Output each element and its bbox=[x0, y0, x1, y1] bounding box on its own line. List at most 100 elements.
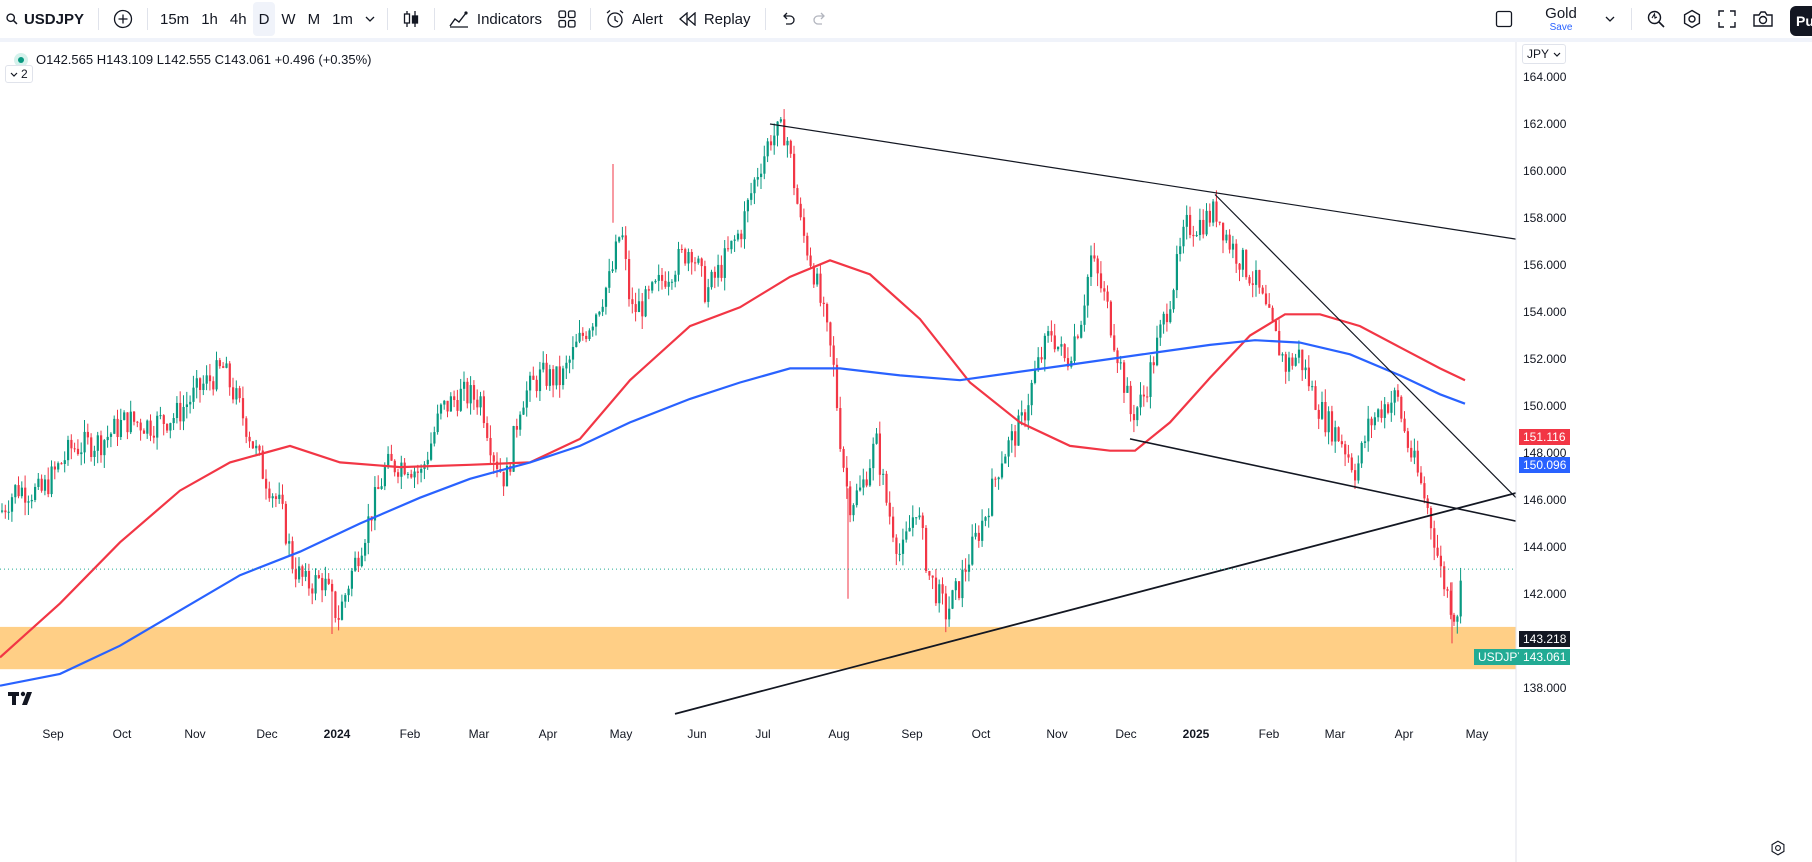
currency-selector[interactable]: JPY bbox=[1522, 44, 1566, 64]
tradingview-logo[interactable] bbox=[8, 690, 38, 711]
candle bbox=[10, 493, 14, 522]
timeframe-4h[interactable]: 4h bbox=[229, 10, 247, 28]
candle bbox=[136, 420, 139, 428]
candle-body bbox=[321, 577, 324, 591]
candle-body bbox=[868, 468, 872, 486]
timeframe-1h[interactable]: 1h bbox=[201, 10, 218, 28]
candle bbox=[139, 418, 142, 441]
alert-button[interactable]: Alert bbox=[597, 2, 671, 36]
candle-body bbox=[482, 396, 485, 424]
candle bbox=[133, 410, 136, 426]
trendline-upper[interactable] bbox=[769, 123, 1517, 240]
candle bbox=[832, 336, 835, 377]
indicators-collapse-button[interactable]: 2 bbox=[5, 65, 33, 83]
settings-button[interactable] bbox=[1674, 2, 1710, 36]
indicators-button[interactable]: Indicators bbox=[441, 2, 550, 36]
chart-settings-button[interactable] bbox=[1770, 840, 1786, 861]
candle bbox=[743, 201, 746, 249]
candle-body bbox=[1357, 463, 1360, 481]
candle-body bbox=[604, 287, 608, 307]
timeframe-dropdown[interactable] bbox=[359, 2, 381, 36]
snapshot-button[interactable] bbox=[1744, 2, 1782, 36]
candle-body bbox=[347, 588, 350, 596]
candle bbox=[1406, 427, 1409, 453]
candle-body bbox=[819, 273, 822, 303]
compare-button[interactable] bbox=[105, 2, 141, 36]
layout-select-button[interactable] bbox=[1487, 2, 1521, 36]
candle bbox=[822, 296, 825, 317]
price-tick-label: 160.000 bbox=[1523, 164, 1567, 178]
candle bbox=[1060, 336, 1063, 356]
candle bbox=[377, 475, 380, 490]
symbol-search-button[interactable]: USDJPY bbox=[0, 2, 92, 36]
candle-body bbox=[53, 466, 56, 470]
candle-body bbox=[436, 413, 439, 433]
candle bbox=[406, 472, 410, 479]
search-icon bbox=[6, 13, 18, 25]
time-tick-label: Sep bbox=[42, 727, 64, 741]
chart-type-button[interactable] bbox=[394, 2, 428, 36]
candle-body bbox=[298, 566, 301, 580]
layout-dropdown[interactable] bbox=[1601, 2, 1625, 36]
candle bbox=[618, 236, 621, 244]
trendline-middle[interactable] bbox=[1129, 438, 1517, 522]
candle-body bbox=[1231, 243, 1235, 250]
candle-body bbox=[235, 388, 238, 400]
candle-body bbox=[1014, 431, 1017, 446]
trendlines[interactable] bbox=[0, 123, 1517, 715]
candle bbox=[4, 504, 7, 519]
candle bbox=[842, 446, 845, 473]
layout-name-button[interactable]: Gold Save bbox=[1521, 2, 1601, 36]
timeframe-1m[interactable]: 1m bbox=[332, 10, 353, 28]
quick-search-icon bbox=[1647, 10, 1665, 28]
candle-body bbox=[575, 341, 578, 347]
candle bbox=[740, 229, 743, 248]
candle-body bbox=[123, 412, 126, 420]
candle-body bbox=[86, 431, 89, 438]
price-axis[interactable]: 164.000 162.000 160.000 158.000 156.000 154.0… bbox=[1515, 42, 1812, 862]
timeframe-15m[interactable]: 15m bbox=[160, 10, 190, 28]
candle bbox=[314, 568, 317, 601]
candle bbox=[1175, 245, 1178, 299]
fullscreen-button[interactable] bbox=[1710, 2, 1744, 36]
candle bbox=[208, 363, 212, 391]
price-chart[interactable]: 164.000 162.000 160.000 158.000 156.000 154.0… bbox=[0, 42, 1812, 862]
replay-button[interactable]: Replay bbox=[671, 2, 759, 36]
candle-body bbox=[126, 412, 129, 433]
candle bbox=[631, 287, 634, 314]
candle bbox=[271, 493, 274, 508]
candle bbox=[1314, 380, 1317, 411]
candle bbox=[14, 484, 17, 504]
redo-button[interactable] bbox=[804, 2, 836, 36]
templates-button[interactable] bbox=[550, 2, 584, 36]
toolbar-divider bbox=[589, 8, 591, 30]
candle bbox=[1030, 379, 1033, 416]
trendline-rising[interactable] bbox=[674, 492, 1517, 715]
candle bbox=[337, 605, 340, 631]
timeframe-d[interactable]: D bbox=[252, 2, 276, 36]
candle-body bbox=[238, 388, 241, 399]
quick-search-button[interactable] bbox=[1638, 2, 1674, 36]
candle-body bbox=[1106, 291, 1109, 302]
candle-body bbox=[1139, 394, 1142, 408]
undo-button[interactable] bbox=[772, 2, 804, 36]
candle bbox=[1007, 436, 1010, 467]
candle-body bbox=[515, 426, 518, 430]
candle bbox=[958, 580, 961, 601]
candle-body bbox=[159, 415, 162, 417]
candle-body bbox=[1420, 472, 1423, 484]
indicator-count: 2 bbox=[21, 67, 28, 81]
trendline-descending[interactable] bbox=[1214, 194, 1517, 499]
time-axis[interactable]: Sep Oct Nov Dec 2024 Feb Mar Apr May Jun Jul Aug Sep… bbox=[0, 722, 1812, 862]
timeframe-w[interactable]: W bbox=[281, 10, 296, 28]
candle bbox=[1449, 582, 1452, 620]
candle-body bbox=[987, 515, 990, 518]
candle bbox=[1350, 453, 1353, 473]
candle-body bbox=[548, 369, 551, 386]
candle bbox=[350, 567, 353, 597]
candle-body bbox=[314, 575, 317, 594]
candle-body bbox=[1304, 367, 1307, 371]
timeframe-m[interactable]: M bbox=[307, 10, 321, 28]
publish-button[interactable]: Pu bbox=[1790, 6, 1812, 36]
candle-body bbox=[1330, 411, 1334, 442]
